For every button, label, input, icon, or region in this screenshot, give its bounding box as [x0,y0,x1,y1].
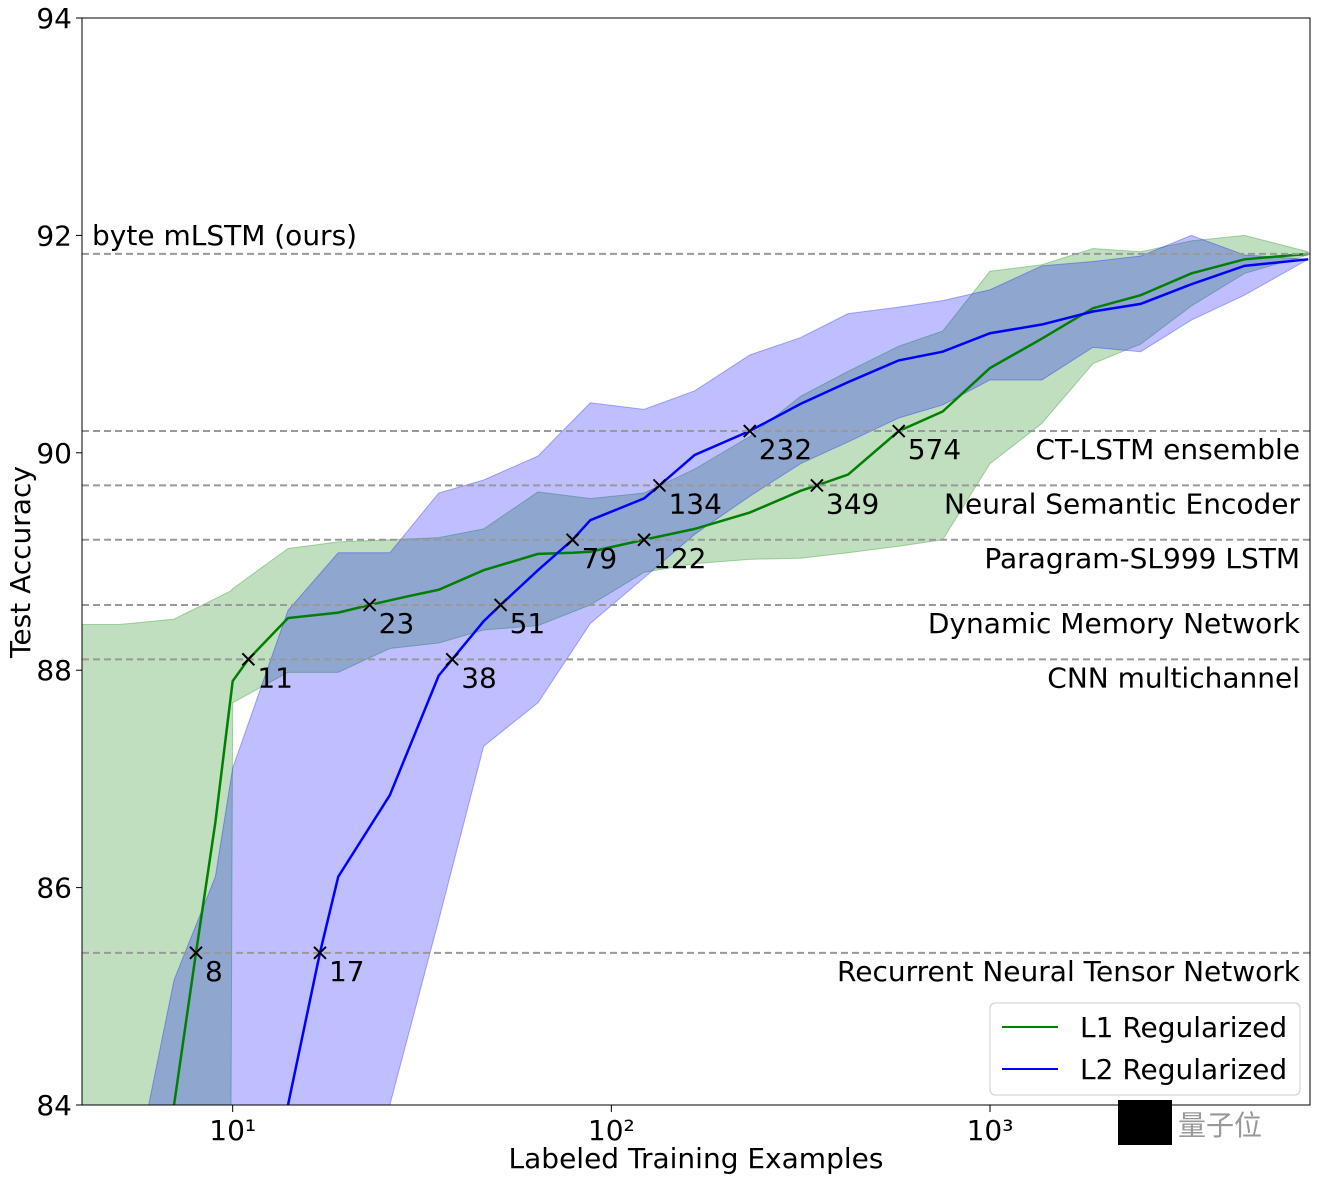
marker [637,533,651,547]
reference-label: CNN multichannel [1047,661,1300,694]
marker [810,478,824,493]
marker-label: 8 [205,955,223,988]
marker [565,533,580,547]
y-tick-label: 84 [36,1089,72,1122]
x-tick-label: 10³ [967,1114,1014,1147]
marker [313,946,327,960]
plot-frame [81,17,1311,1106]
marker [445,652,459,667]
marker-label: 38 [461,661,497,694]
marker-label: 134 [668,487,721,520]
y-tick-label: 90 [36,437,72,470]
y-axis-label: Test Accuracy [4,466,37,659]
marker-label: 11 [257,661,293,694]
marker-label: 79 [582,542,618,575]
legend-label: L2 Regularized [1080,1053,1287,1086]
marker [362,598,377,612]
confidence-band [148,234,1310,1105]
marker [652,478,667,493]
marker-label: 23 [379,607,415,640]
marker [189,946,203,960]
marker-label: 232 [759,433,812,466]
marker-label: 17 [329,955,365,988]
marker [241,652,256,667]
marker [743,424,757,438]
marker [892,424,906,438]
x-axis-label: Labeled Training Examples [509,1142,884,1175]
reference-label: Recurrent Neural Tensor Network [837,955,1301,988]
marker-label: 122 [653,542,706,575]
marker-label: 51 [510,607,546,640]
y-tick-label: 88 [36,654,72,687]
y-tick-label: 92 [36,219,72,252]
watermark: 量子位 [1178,1109,1262,1142]
legend-box [989,1002,1301,1096]
series-line [286,258,1309,1105]
x-tick-label: 10² [588,1114,635,1147]
x-tick-label: 10¹ [209,1114,256,1147]
marker-label: 349 [826,487,879,520]
watermark-icon [1118,1100,1172,1145]
y-tick-label: 94 [36,2,72,35]
marker [493,598,508,612]
reference-label: Neural Semantic Encoder [944,487,1300,520]
y-tick-label: 86 [36,872,72,905]
reference-label: CT-LSTM ensemble [1035,433,1300,466]
reference-label: Dynamic Memory Network [928,607,1301,640]
reference-label: Paragram-SL999 LSTM [984,542,1300,575]
legend-label: L1 Regularized [1080,1011,1287,1044]
marker-label: 574 [908,433,961,466]
reference-label: byte mLSTM (ours) [92,219,357,252]
